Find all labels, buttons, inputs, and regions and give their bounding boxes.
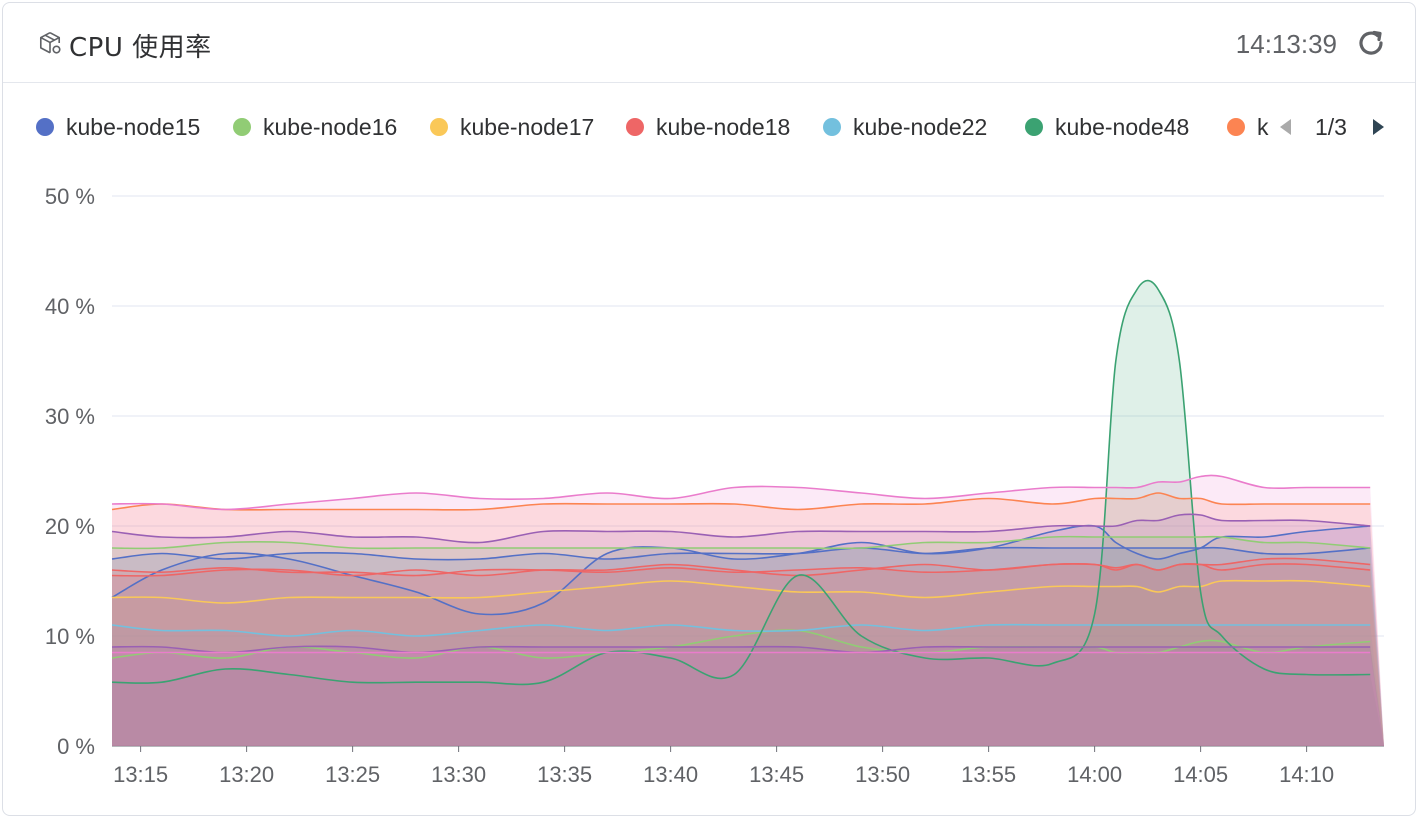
series-line-8	[111, 474, 1371, 511]
x-tick-label: 13:15	[113, 762, 168, 787]
y-tick-label: 0 %	[57, 734, 95, 759]
series-areas	[112, 280, 1384, 746]
series-line-7	[111, 513, 1371, 544]
series-line-9	[111, 546, 1371, 561]
legend-marker	[430, 118, 448, 136]
x-tick-label: 13:40	[643, 762, 698, 787]
series-area-13	[112, 652, 1384, 746]
x-tick-label: 13:35	[537, 762, 592, 787]
series-area-4	[112, 624, 1384, 746]
refresh-icon[interactable]	[1355, 27, 1387, 59]
x-tick-label: 14:05	[1173, 762, 1228, 787]
series-area-2	[112, 580, 1384, 746]
series-area-12	[112, 646, 1384, 746]
legend-label: kube-node16	[263, 114, 397, 140]
legend-item[interactable]: kube-node18	[626, 114, 790, 140]
legend-marker	[1025, 118, 1043, 136]
legend-marker	[36, 118, 54, 136]
legend-marker	[1227, 118, 1245, 136]
legend-next-page-icon[interactable]	[1373, 119, 1384, 135]
legend-item[interactable]: kube-node15	[36, 114, 200, 140]
x-tick-label: 14:00	[1067, 762, 1122, 787]
series-area-5	[112, 280, 1384, 746]
x-tick-label: 13:55	[961, 762, 1016, 787]
series-line-5	[111, 279, 1371, 686]
series-line-11	[111, 557, 1371, 577]
series-area-3	[112, 563, 1384, 746]
series-lines	[111, 279, 1371, 686]
grid-lines	[112, 195, 1384, 747]
legend-prev-page-icon[interactable]	[1280, 119, 1291, 135]
legend-item[interactable]: kube-node16	[233, 114, 397, 140]
legend-label: k	[1257, 114, 1269, 140]
legend-item[interactable]: kube-node17	[430, 114, 594, 140]
legend-label: kube-node15	[66, 114, 200, 140]
legend-label: kube-node22	[853, 114, 987, 140]
x-tick-label: 13:45	[749, 762, 804, 787]
x-tick-label: 13:50	[855, 762, 910, 787]
series-line-2	[111, 579, 1371, 604]
series-area-0	[112, 525, 1384, 746]
y-tick-label: 50 %	[45, 184, 95, 209]
series-line-4	[111, 623, 1371, 637]
title-wrap: CPU 使用率	[37, 27, 212, 64]
series-line-6	[111, 492, 1371, 511]
legend-marker	[233, 118, 251, 136]
legend-marker	[626, 118, 644, 136]
x-tick-label: 13:30	[431, 762, 486, 787]
x-tick-label: 13:25	[325, 762, 380, 787]
axis-labels: 0 % 10 % 20 % 30 % 40 % 50 % 13:15 13:20 13:25 13…	[45, 184, 1334, 787]
last-updated-time: 14:13:39	[1235, 29, 1337, 59]
legend-marker	[823, 118, 841, 136]
x-tick-label: 13:20	[219, 762, 274, 787]
legend-page-indicator: 1/3	[1315, 114, 1347, 140]
y-tick-label: 30 %	[45, 404, 95, 429]
x-tick-label: 14:10	[1279, 762, 1334, 787]
legend-item[interactable]: kube-node48	[1025, 114, 1189, 140]
cube-box-icon	[37, 30, 63, 61]
y-tick-label: 10 %	[45, 624, 95, 649]
card-header: CPU 使用率 14:13:39	[3, 3, 1415, 83]
legend: kube-node15 kube-node16 kube-node17 kube-no…	[36, 114, 1384, 140]
y-tick-label: 20 %	[45, 514, 95, 539]
legend-label: kube-node17	[460, 114, 594, 140]
series-area-8	[112, 475, 1384, 746]
legend-label: kube-node18	[656, 114, 790, 140]
legend-item[interactable]: kube-node22	[823, 114, 987, 140]
y-tick-label: 40 %	[45, 294, 95, 319]
series-area-10	[112, 536, 1384, 746]
legend-label: kube-node48	[1055, 114, 1189, 140]
series-line-10	[111, 535, 1371, 550]
legend-item[interactable]: k	[1227, 114, 1269, 140]
card-title: CPU 使用率	[69, 33, 212, 63]
